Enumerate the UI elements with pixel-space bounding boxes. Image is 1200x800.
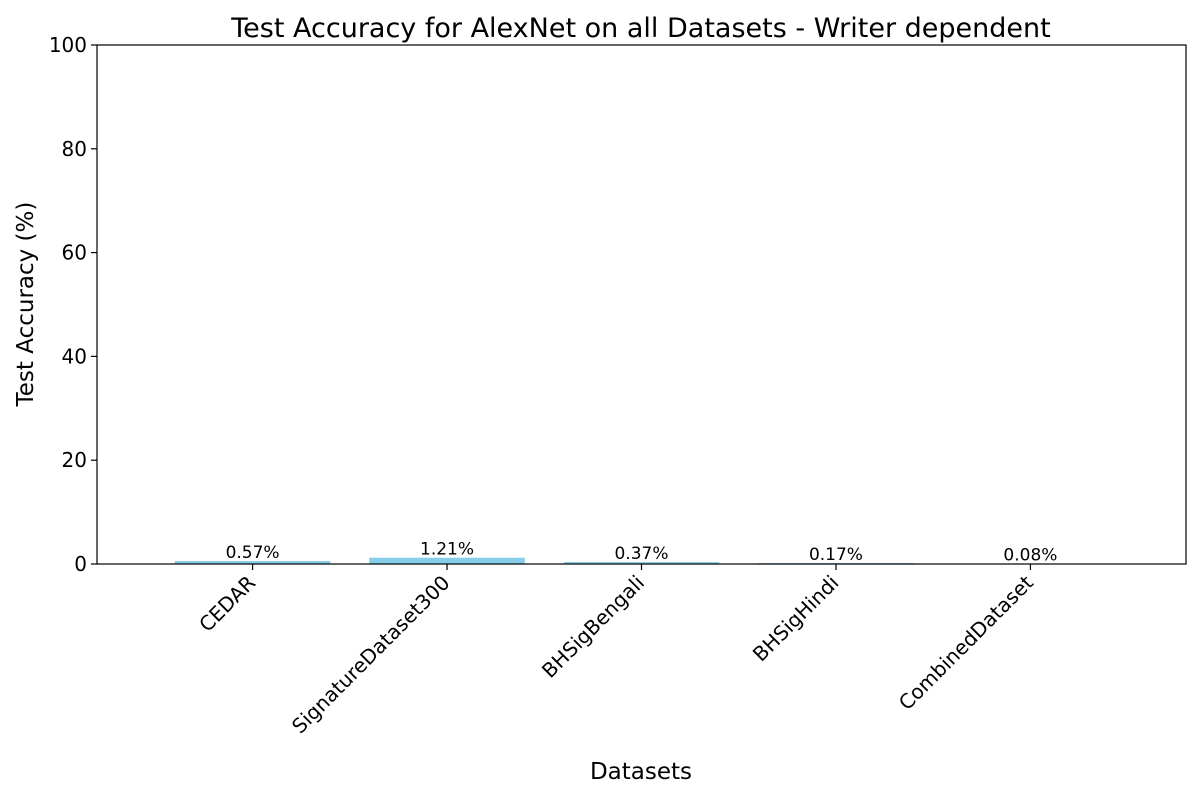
x-tick-label: CEDAR [194,570,260,636]
bar-SignatureDataset300 [369,557,525,564]
data-label: 0.17% [809,545,863,565]
x-tick-label: BHSigHindi [748,571,844,667]
x-tick-label: CombinedDataset [894,570,1038,714]
y-tick-label: 0 [74,552,87,576]
y-tick-label: 100 [49,33,87,57]
x-axis-label: Datasets [590,759,692,785]
data-label: 0.08% [1003,546,1057,566]
y-tick-label: 20 [62,448,87,472]
bar-BHSigBengali [563,562,720,564]
x-tick-label: SignatureDataset300 [287,571,455,739]
data-label: 1.21% [420,540,474,560]
chart-title: Test Accuracy for AlexNet on all Dataset… [230,13,1050,44]
y-axis-ticks: 0 20 40 60 80 100 [49,33,97,576]
x-axis-ticks: CEDAR SignatureDataset300 BHSigBengali BHSi… [194,564,1038,738]
y-tick-label: 40 [62,344,87,368]
data-label: 0.57% [226,543,280,563]
plot-area-frame [96,44,1187,565]
bars: 0.57% 1.21% 0.37% 0.17% 0.08% [174,540,1109,566]
y-tick-label: 60 [62,241,87,265]
y-axis-label: Test Accuracy (%) [13,202,39,408]
bar-CEDAR [174,561,331,564]
data-label: 0.37% [614,544,668,564]
x-tick-label: BHSigBengali [537,571,649,683]
y-tick-label: 80 [62,137,87,161]
